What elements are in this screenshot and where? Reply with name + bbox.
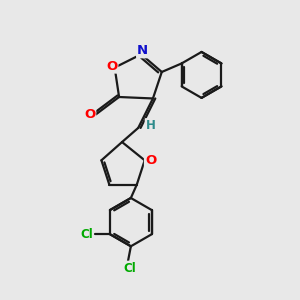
Text: O: O <box>145 154 156 167</box>
Text: O: O <box>106 60 117 73</box>
Text: N: N <box>137 44 148 57</box>
Text: H: H <box>146 119 155 132</box>
Text: O: O <box>84 108 95 121</box>
Text: Cl: Cl <box>123 262 136 275</box>
Text: Cl: Cl <box>80 228 93 241</box>
